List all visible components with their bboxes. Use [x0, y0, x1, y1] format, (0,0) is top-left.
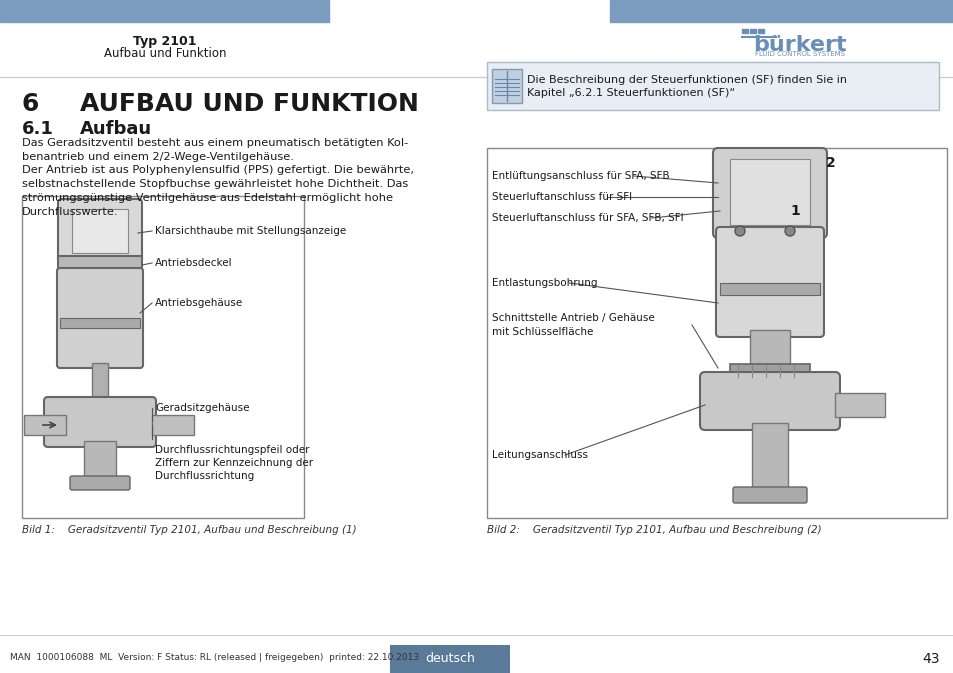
Text: 43: 43	[922, 652, 939, 666]
Text: AUFBAU UND FUNKTION: AUFBAU UND FUNKTION	[80, 92, 418, 116]
Bar	[24, 415, 66, 435]
Bar	[84, 441, 116, 483]
Bar	[91, 363, 108, 401]
Text: Durchflussrichtungspfeil oder
Ziffern zur Kennzeichnung der
Durchflussrichtung: Durchflussrichtungspfeil oder Ziffern zu…	[154, 445, 313, 481]
Bar	[0, 0, 329, 22]
Text: Der Antrieb ist aus Polyphenylensulfid (PPS) gefertigt. Die bewährte,
selbstnach: Der Antrieb ist aus Polyphenylensulfid (…	[22, 165, 414, 217]
Text: Leitungsanschluss: Leitungsanschluss	[492, 450, 587, 460]
Bar	[58, 256, 142, 273]
Text: Aufbau: Aufbau	[80, 120, 152, 138]
Bar	[492, 69, 521, 103]
Bar	[71, 209, 128, 253]
Text: FLUID CONTROL SYSTEMS: FLUID CONTROL SYSTEMS	[754, 51, 844, 57]
Bar	[720, 283, 820, 295]
Bar	[729, 159, 809, 225]
Bar	[741, 29, 747, 33]
FancyBboxPatch shape	[700, 372, 840, 430]
Text: 1: 1	[789, 204, 799, 218]
Text: Entlastungsbohrung: Entlastungsbohrung	[492, 278, 597, 288]
Circle shape	[734, 226, 744, 236]
Bar	[834, 393, 884, 417]
Bar	[758, 29, 763, 33]
FancyBboxPatch shape	[44, 397, 156, 447]
FancyBboxPatch shape	[716, 227, 823, 337]
FancyBboxPatch shape	[712, 148, 826, 238]
Text: Bild 2:    Geradsitzventil Typ 2101, Aufbau und Beschreibung (2): Bild 2: Geradsitzventil Typ 2101, Aufbau…	[486, 525, 821, 535]
Text: Antriebsdeckel: Antriebsdeckel	[154, 258, 233, 268]
Bar	[751, 423, 787, 493]
Text: Die Beschreibung der Steuerfunktionen (SF) finden Sie in: Die Beschreibung der Steuerfunktionen (S…	[526, 75, 846, 85]
FancyBboxPatch shape	[486, 62, 938, 110]
Text: Das Geradsitzventil besteht aus einem pneumatisch betätigten Kol-
benantrieb und: Das Geradsitzventil besteht aus einem pn…	[22, 138, 408, 162]
Circle shape	[784, 226, 794, 236]
Text: MAN  1000106088  ML  Version: F Status: RL (released | freigegeben)  printed: 22: MAN 1000106088 ML Version: F Status: RL …	[10, 653, 418, 662]
FancyBboxPatch shape	[70, 476, 130, 490]
Bar	[729, 364, 809, 378]
Text: Entlüftungsanschluss für SFA, SFB: Entlüftungsanschluss für SFA, SFB	[492, 171, 669, 181]
Bar	[749, 330, 789, 368]
FancyBboxPatch shape	[57, 268, 143, 368]
Bar	[60, 318, 140, 328]
FancyBboxPatch shape	[58, 199, 142, 262]
Text: Typ 2101: Typ 2101	[133, 35, 196, 48]
Text: bürkert: bürkert	[753, 35, 846, 55]
Text: Steuerluftanschluss für SFI: Steuerluftanschluss für SFI	[492, 192, 632, 202]
Text: 6: 6	[22, 92, 39, 116]
FancyBboxPatch shape	[732, 487, 806, 503]
Text: Klarsichthaube mit Stellungsanzeige: Klarsichthaube mit Stellungsanzeige	[154, 226, 346, 236]
Text: 2: 2	[825, 156, 835, 170]
Text: Aufbau und Funktion: Aufbau und Funktion	[104, 47, 226, 60]
Text: Geradsitzgehäuse: Geradsitzgehäuse	[154, 403, 250, 413]
Bar	[486, 148, 946, 518]
Bar	[749, 29, 755, 33]
Text: Steuerluftanschluss für SFA, SFB, SFI: Steuerluftanschluss für SFA, SFB, SFI	[492, 213, 683, 223]
Text: Schnittstelle Antrieb / Gehäuse
mit Schlüsselfläche: Schnittstelle Antrieb / Gehäuse mit Schl…	[492, 314, 654, 336]
Text: Kapitel „6.2.1 Steuerfunktionen (SF)“: Kapitel „6.2.1 Steuerfunktionen (SF)“	[526, 88, 735, 98]
Bar	[22, 196, 304, 518]
Text: deutsch: deutsch	[425, 653, 475, 666]
Bar	[390, 645, 510, 673]
Text: Bild 1:    Geradsitzventil Typ 2101, Aufbau und Beschreibung (1): Bild 1: Geradsitzventil Typ 2101, Aufbau…	[22, 525, 356, 535]
Bar	[152, 415, 193, 435]
Bar	[609, 0, 953, 22]
Text: Antriebsgehäuse: Antriebsgehäuse	[154, 298, 243, 308]
Text: 6.1: 6.1	[22, 120, 53, 138]
